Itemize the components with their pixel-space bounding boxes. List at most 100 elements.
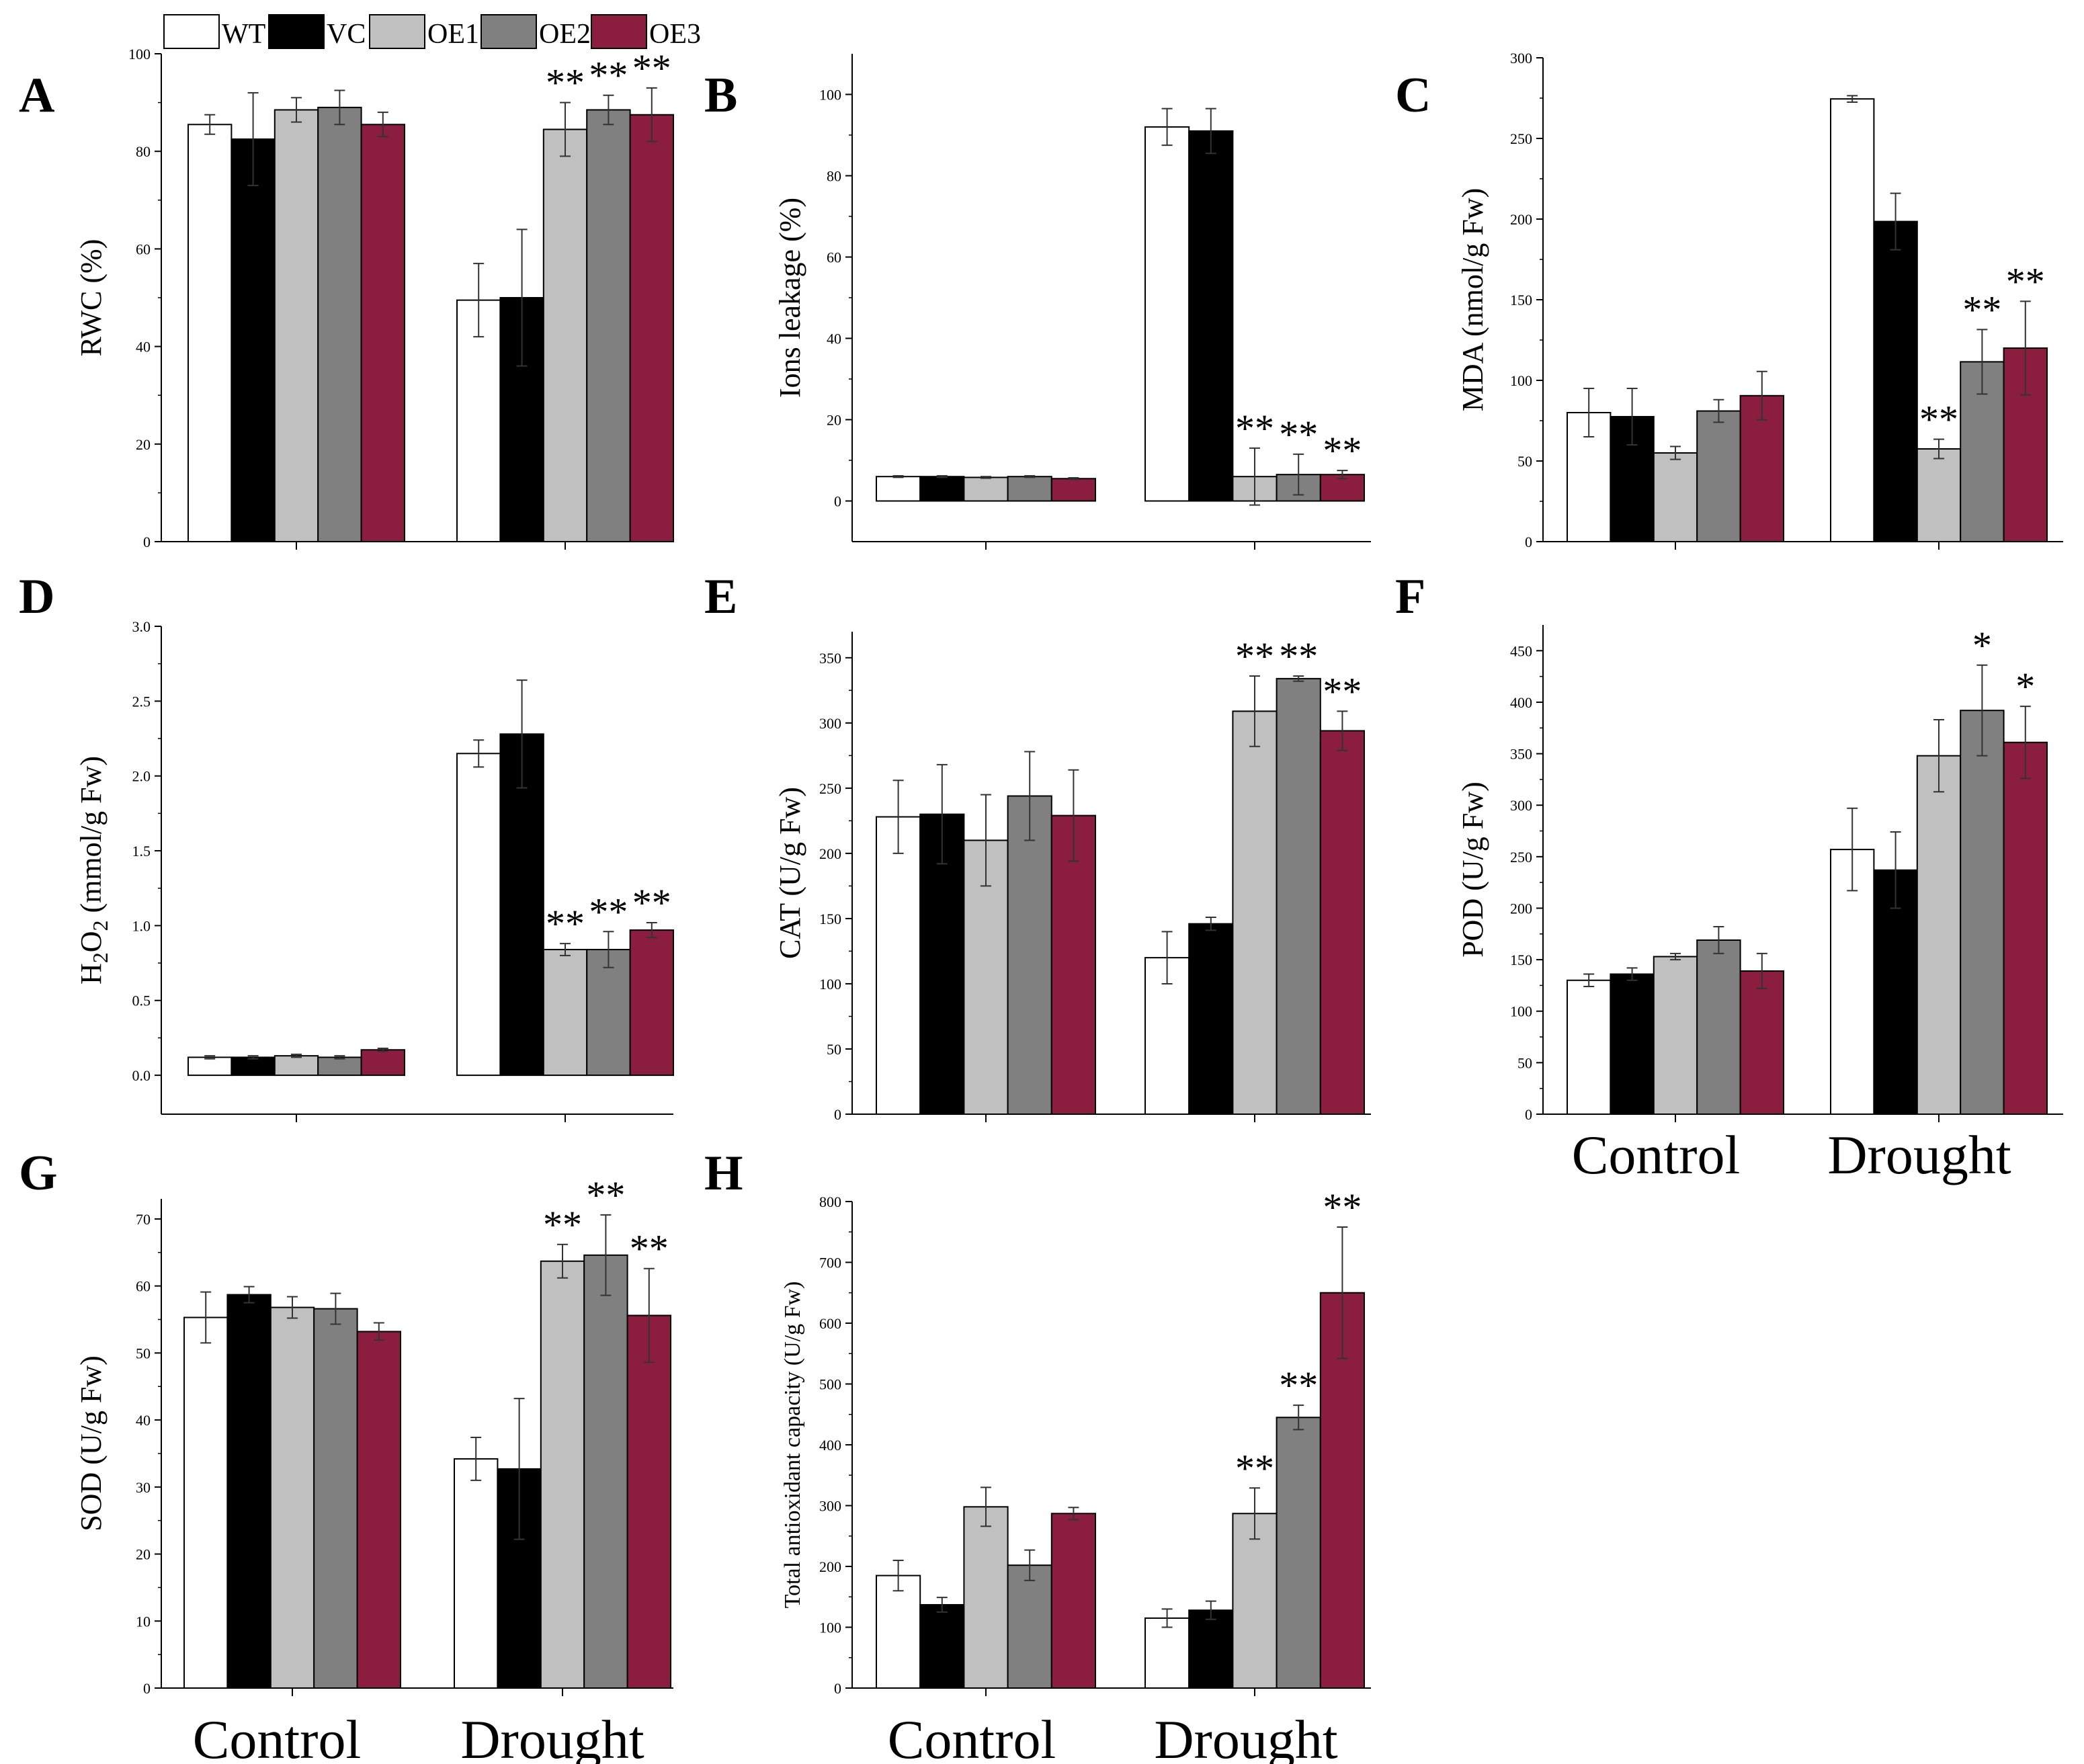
legend-label-oe3: OE3	[649, 19, 701, 50]
y-tick-label: 0	[834, 1106, 841, 1123]
bar-oe1	[540, 1260, 585, 1689]
y-tick-label: 30	[136, 1479, 151, 1496]
y-tick-label: 0.5	[132, 993, 151, 1009]
bar-wt	[876, 816, 921, 1115]
bar-oe1	[274, 1055, 319, 1077]
significance-mark: **	[2006, 259, 2045, 303]
bar-wt	[183, 1316, 228, 1689]
y-axis-label: CAT (U/g Fw)	[774, 787, 806, 959]
significance-mark: **	[1235, 407, 1274, 450]
significance-mark: **	[1279, 1363, 1318, 1407]
y-tick-label: 60	[136, 241, 151, 257]
panel-letter-c: C	[1395, 68, 1431, 123]
y-tick-label: 500	[819, 1376, 841, 1393]
y-tick-label: 50	[1517, 453, 1532, 470]
bar-oe3	[356, 1331, 401, 1689]
bar-oe2	[1276, 677, 1321, 1115]
significance-mark: **	[1279, 634, 1318, 678]
bar-oe3	[629, 114, 674, 542]
y-tick-label: 40	[136, 339, 151, 355]
y-tick-label: 20	[136, 1546, 151, 1563]
y-tick-label: 20	[827, 412, 841, 429]
significance-mark: **	[589, 54, 628, 97]
y-tick-label: 10	[136, 1613, 151, 1630]
y-tick-label: 0.0	[132, 1067, 151, 1084]
y-tick-label: 350	[819, 650, 841, 667]
bar-oe1	[963, 1506, 1009, 1689]
significance-mark: **	[1919, 398, 1958, 442]
bar-vc	[919, 476, 965, 502]
y-tick-label: 70	[136, 1211, 151, 1228]
bar-oe3	[626, 1314, 671, 1689]
y-tick-label: 60	[136, 1278, 151, 1295]
significance-mark: **	[543, 1203, 582, 1247]
bar-oe3	[629, 929, 674, 1077]
category-label-drought-h: Drought	[1154, 1709, 1338, 1764]
bar-oe1	[1653, 956, 1698, 1115]
panel-letter-a: A	[19, 68, 54, 123]
significance-mark: **	[546, 902, 585, 946]
y-tick-label: 350	[1510, 746, 1532, 763]
y-tick-label: 0	[143, 1680, 151, 1697]
panel-letter-f: F	[1395, 569, 1425, 624]
bar-oe2	[1696, 410, 1741, 542]
y-tick-label: 1.5	[132, 843, 151, 859]
bar-oe2	[1276, 1417, 1321, 1689]
y-tick-label: 450	[1510, 642, 1532, 659]
y-tick-label: 100	[819, 87, 841, 103]
significance-mark: **	[1235, 634, 1274, 678]
bar-oe1	[963, 476, 1009, 502]
y-tick-label: 0	[1525, 534, 1532, 550]
bar-oe3	[1050, 814, 1097, 1115]
y-tick-label: 250	[819, 780, 841, 797]
bar-wt	[187, 124, 233, 542]
significance-mark: *	[1972, 624, 1992, 667]
bar-oe1	[1916, 448, 1962, 542]
significance-mark: **	[632, 46, 671, 90]
legend-swatch-oe1	[369, 14, 425, 49]
category-label-drought-g: Drought	[460, 1709, 644, 1764]
bar-oe3	[2003, 741, 2048, 1115]
bar-oe3	[1739, 970, 1785, 1116]
y-tick-label: 50	[827, 1041, 841, 1058]
significance-mark: **	[586, 1173, 625, 1217]
bar-vc	[1873, 869, 1918, 1116]
legend-swatch-oe3	[591, 14, 647, 49]
bar-wt	[1567, 979, 1612, 1116]
bar-vc	[919, 1604, 965, 1689]
y-tick-label: 20	[136, 436, 151, 453]
y-axis-label: POD (U/g Fw)	[1456, 782, 1489, 958]
y-tick-label: 100	[1510, 1003, 1532, 1020]
y-axis-label: Total antioxidant capacity (U/g Fw)	[780, 1282, 805, 1609]
significance-mark: **	[1323, 669, 1362, 713]
bar-oe1	[1916, 755, 1962, 1115]
bar-oe3	[1050, 1513, 1097, 1689]
y-tick-label: 200	[819, 845, 841, 862]
bar-oe2	[317, 106, 362, 543]
y-tick-label: 60	[827, 249, 841, 266]
legend-label-oe1: OE1	[427, 19, 479, 50]
y-axis-label: RWC (%)	[75, 239, 108, 357]
panel-letter-b: B	[704, 68, 737, 123]
bar-vc	[226, 1294, 272, 1689]
bar-oe2	[1696, 939, 1741, 1115]
y-tick-label: 0	[1525, 1106, 1532, 1123]
significance-mark: **	[630, 1227, 669, 1271]
category-label-control-f: Control	[1572, 1124, 1741, 1185]
y-tick-label: 300	[1510, 50, 1532, 67]
bar-wt	[456, 299, 501, 542]
bar-wt	[1830, 98, 1875, 542]
y-tick-label: 150	[1510, 292, 1532, 308]
y-tick-label: 40	[136, 1412, 151, 1429]
significance-mark: **	[546, 61, 585, 105]
y-tick-label: 400	[819, 1437, 841, 1454]
bar-oe1	[274, 109, 319, 543]
y-axis-label: Ions leakage (%)	[774, 198, 806, 398]
bar-wt	[1144, 1617, 1190, 1689]
panel-h-tac: 0 100 200 300 400 500 600 700 800 Total antioxida…	[780, 1185, 1371, 1697]
significance-mark: **	[632, 881, 671, 925]
bar-oe1	[542, 949, 588, 1077]
